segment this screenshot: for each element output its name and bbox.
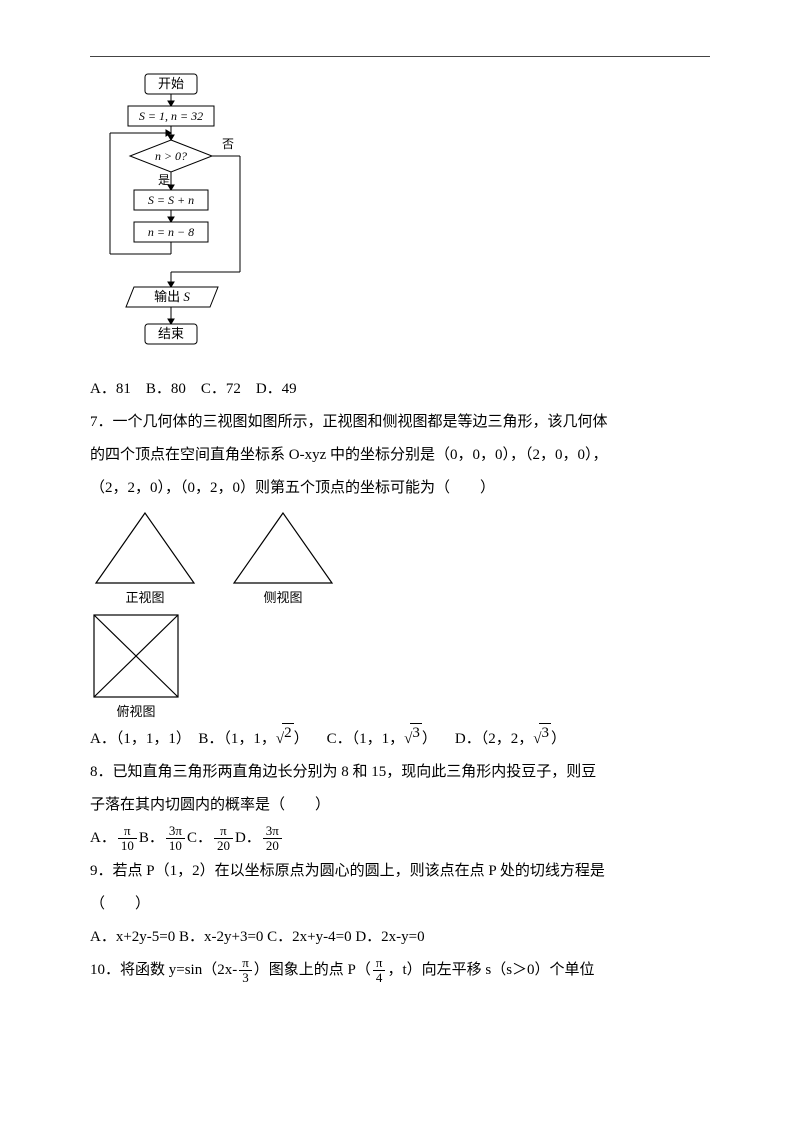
triangle-front [90, 509, 200, 587]
fc-no: 否 [222, 137, 234, 151]
q8-f3n: π [217, 824, 230, 838]
q8-line2: 子落在其内切圆内的概率是（ ） [90, 789, 710, 822]
q8-B: B． [139, 822, 164, 855]
flowchart-figure: 开始 S = 1, n = 32 n > 0? 是 否 S = S + n n … [90, 72, 710, 367]
q8-A: A． [90, 822, 116, 855]
top-view-label: 俯视图 [116, 703, 155, 721]
q8-line1: 8．已知直角三角形两直角边长分别为 8 和 15，现向此三角形内投豆子，则豆 [90, 756, 710, 789]
q8-f2d: 10 [166, 838, 185, 853]
fc-init: S = 1, n = 32 [139, 109, 203, 123]
q7-optC: C．（1，1， [327, 723, 405, 756]
fc-end: 结束 [158, 326, 184, 341]
q10-f2d: 4 [373, 970, 386, 985]
q8-f4n: 3π [263, 824, 282, 838]
q7-optC-tail: ） [422, 723, 437, 756]
q7-optA: A．（1，1，1） B．（1，1， [90, 723, 276, 756]
q9-options: A．x+2y-5=0 B．x-2y+3=0 C．2x+y-4=0 D．2x-y=… [90, 921, 710, 954]
q6-options: A．81 B．80 C．72 D．49 [90, 373, 710, 406]
q7-options: A．（1，1，1） B．（1，1， √2 ） C．（1，1， √3 ） D．（2… [90, 723, 710, 756]
side-view: 侧视图 [228, 509, 338, 607]
q10-line: 10．将函数 y=sin（2x- π3 ）图象上的点 P（ π4 ，t）向左平移… [90, 954, 710, 987]
q8-D: D． [235, 822, 261, 855]
q10-post: ，t）向左平移 s（s＞0）个单位 [387, 954, 594, 987]
q8-f1d: 10 [118, 838, 137, 853]
q10-f1n: π [239, 956, 252, 970]
fc-yes: 是 [158, 173, 170, 187]
q8-f1n: π [121, 824, 134, 838]
q8-f4d: 20 [263, 838, 282, 853]
q8-options: A． π10 B． 3π10 C． π20 D． 3π20 [90, 822, 710, 855]
q9-line1: 9．若点 P（1，2）在以坐标原点为圆心的圆上，则该点在点 P 处的切线方程是 [90, 855, 710, 888]
triangle-side [228, 509, 338, 587]
square-top [90, 611, 182, 701]
three-views-row1: 正视图 侧视图 [90, 509, 710, 607]
q7-line3: （2，2，0），（0，2，0）则第五个顶点的坐标可能为（ ） [90, 472, 710, 505]
fc-cond: n > 0? [155, 149, 187, 163]
fc-start: 开始 [158, 76, 184, 91]
q10-f1d: 3 [239, 970, 252, 985]
q8-f3d: 20 [214, 838, 233, 853]
q7-optD: D．（2，2， [455, 723, 533, 756]
sqrt2: 2 [282, 723, 294, 742]
fc-step1: S = S + n [148, 193, 194, 207]
q7-line1: 7．一个几何体的三视图如图所示，正视图和侧视图都是等边三角形，该几何体 [90, 406, 710, 439]
top-view: 俯视图 [90, 611, 182, 721]
fc-step2: n = n − 8 [148, 225, 194, 239]
q7-line2: 的四个顶点在空间直角坐标系 O-xyz 中的坐标分别是（0，0，0），（2，0，… [90, 439, 710, 472]
fc-out: 输出 S [154, 289, 190, 304]
q8-f2n: 3π [166, 824, 185, 838]
three-views-row2: 俯视图 [90, 611, 710, 721]
q8-C: C． [187, 822, 212, 855]
side-view-label: 侧视图 [263, 589, 302, 607]
q7-optD-tail: ） [551, 723, 566, 756]
page-top-rule [90, 56, 710, 57]
flowchart-svg: 开始 S = 1, n = 32 n > 0? 是 否 S = S + n n … [90, 72, 260, 354]
q7-optB-tail: ） [294, 723, 309, 756]
q9-line2: （ ） [90, 888, 710, 921]
q10-mid: ）图象上的点 P（ [254, 954, 371, 987]
q10-f2n: π [373, 956, 386, 970]
front-view-label: 正视图 [125, 589, 164, 607]
front-view: 正视图 [90, 509, 200, 607]
q10-pre: 10．将函数 y=sin（2x- [90, 954, 237, 987]
sqrt3b: 3 [539, 723, 551, 742]
sqrt3a: 3 [410, 723, 422, 742]
